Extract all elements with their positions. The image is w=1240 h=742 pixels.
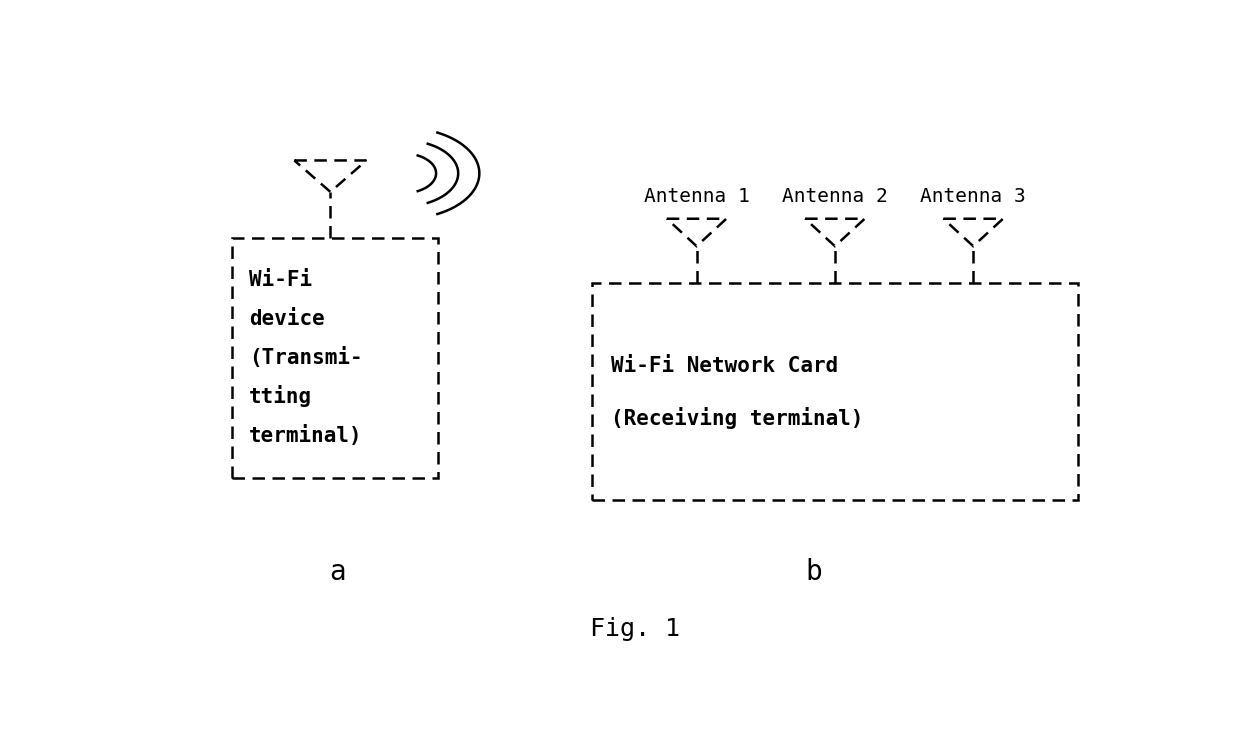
Text: tting: tting <box>249 385 312 407</box>
Text: Antenna 2: Antenna 2 <box>782 187 888 206</box>
Text: b: b <box>805 558 822 586</box>
Text: a: a <box>329 558 346 586</box>
Bar <box>232 237 439 478</box>
Text: terminal): terminal) <box>249 424 363 446</box>
Text: Antenna 1: Antenna 1 <box>644 187 749 206</box>
Text: Wi-Fi Network Card: Wi-Fi Network Card <box>611 356 838 376</box>
Text: (Receiving terminal): (Receiving terminal) <box>611 407 864 429</box>
Text: Antenna 3: Antenna 3 <box>920 187 1025 206</box>
Text: Fig. 1: Fig. 1 <box>590 617 681 641</box>
Text: Wi-Fi: Wi-Fi <box>249 270 312 290</box>
Text: device: device <box>249 309 325 329</box>
Text: (Transmi-: (Transmi- <box>249 347 363 368</box>
Bar <box>593 283 1078 500</box>
